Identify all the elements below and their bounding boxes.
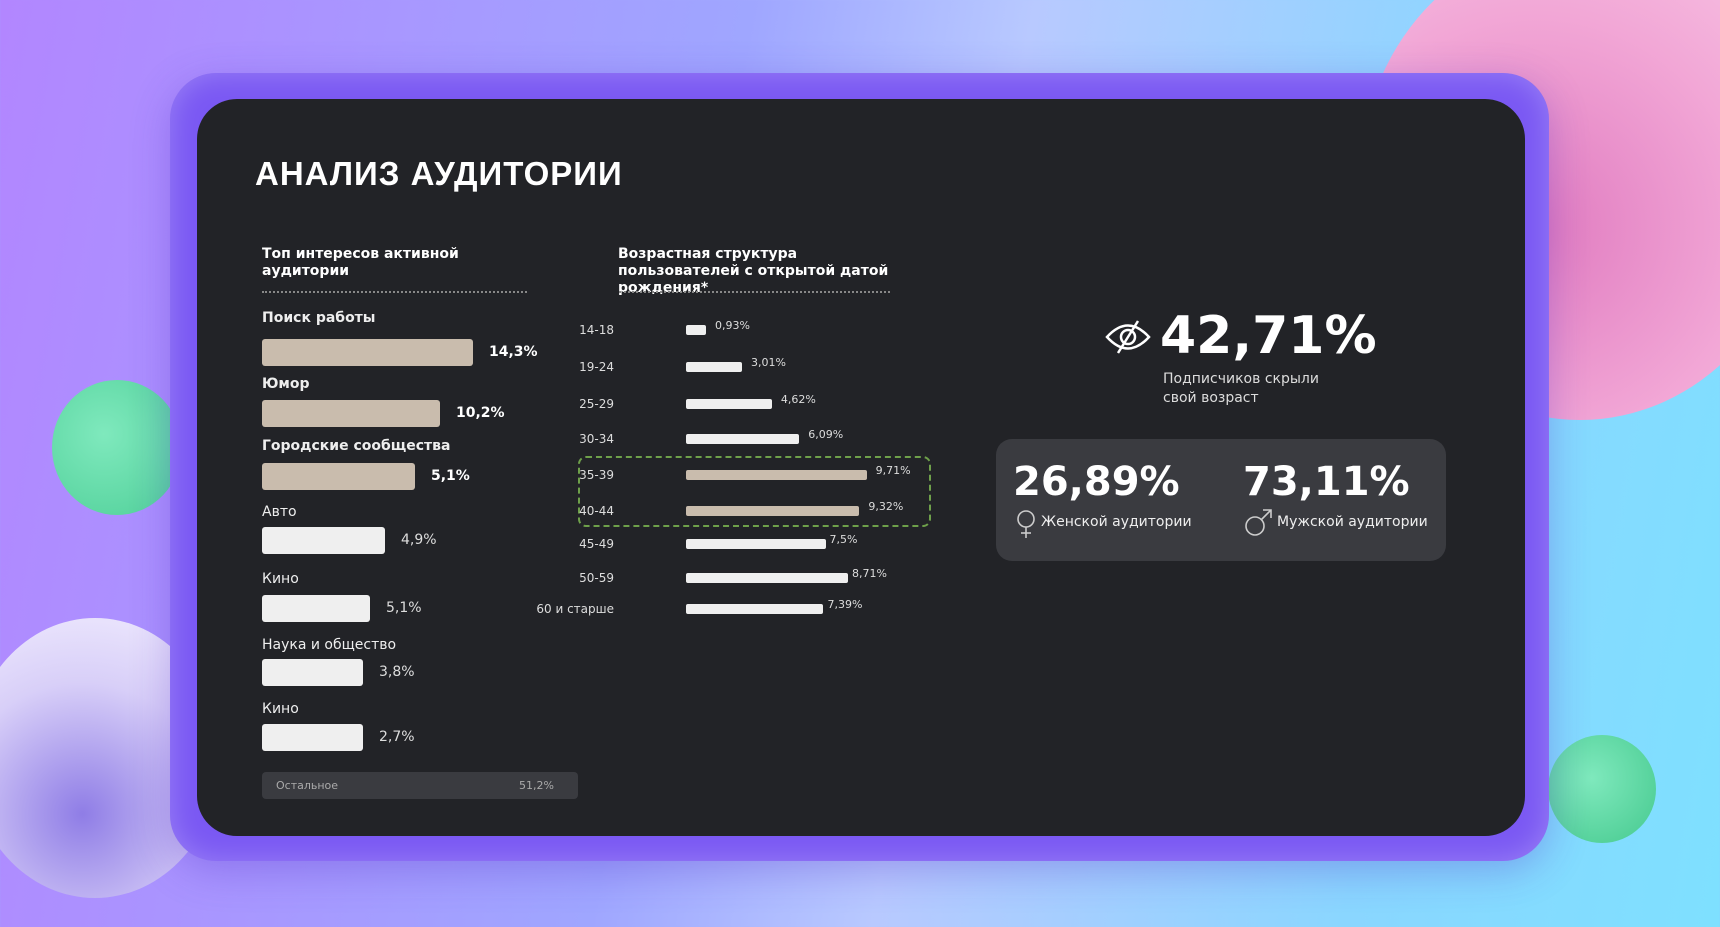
age-bar: [686, 434, 800, 444]
age-tick-label: 40-44: [579, 504, 614, 518]
age-chart-title: Возрастная структура пользователей с отк…: [618, 246, 889, 296]
interest-label: Наука и общество: [262, 637, 397, 653]
age-tick-label: 60 и старше: [536, 602, 614, 616]
interest-bar: [262, 595, 370, 622]
age-data-label: 4,62%: [780, 393, 816, 406]
age-bar: [686, 470, 867, 480]
male-value: 73,11%: [1243, 459, 1410, 505]
interest-label: Кино: [262, 701, 299, 717]
age-data-label: 0,93%: [715, 319, 750, 332]
age-tick-label: 25-29: [579, 397, 614, 411]
age-bar: [686, 506, 860, 516]
age-bar: [686, 573, 848, 583]
hidden-age-value: 42,71%: [1160, 306, 1377, 366]
interest-value: 14,3%: [489, 344, 538, 360]
age-data-label: 6,09%: [808, 428, 844, 441]
interest-value: 2,7%: [379, 729, 415, 745]
age-bar: [686, 399, 772, 409]
interests-heading: Топ интересов активной аудитории: [262, 246, 459, 279]
rest-label: Остальное: [276, 779, 339, 792]
interest-value: 5,1%: [431, 468, 470, 484]
caption-line: свой возраст: [1163, 390, 1259, 406]
female-label: Женской аудитории: [1041, 514, 1192, 530]
age-tick-label: 30-34: [579, 432, 614, 446]
age-tick-label: 35-39: [579, 468, 614, 482]
interest-bar: [262, 400, 440, 427]
interest-bar: [262, 339, 473, 366]
female-value: 26,89%: [1013, 459, 1180, 505]
male-icon: [1245, 509, 1272, 536]
age-data-label: 9,71%: [875, 464, 911, 477]
age-bar: [686, 604, 824, 614]
female-icon: [1017, 510, 1035, 538]
hidden-age-caption: Подписчиков скрыли свой возраст: [1163, 370, 1319, 408]
decor-green-sphere: [52, 380, 182, 515]
age-tick-label: 50-59: [579, 571, 614, 585]
rest-value: 51,2%: [519, 779, 554, 792]
age-data-label: 7,39%: [827, 598, 863, 611]
age-tick-label: 45-49: [579, 537, 614, 551]
interest-label: Кино: [262, 571, 299, 587]
interest-value: 4,9%: [401, 532, 437, 548]
dashboard-panel: АНАЛИЗ АУДИТОРИИ Топ интересов активной …: [197, 99, 1525, 836]
age-data-label: 7,5%: [829, 533, 858, 546]
gender-card: 26,89% Женской аудитории 73,11% Мужской …: [996, 439, 1446, 561]
interest-bar: [262, 659, 363, 686]
caption-line: Подписчиков скрыли: [1163, 371, 1319, 387]
interest-label: Городские сообщества: [262, 438, 451, 454]
eye-off-icon: [1105, 320, 1151, 354]
age-tick-label: 19-24: [579, 360, 614, 374]
age-bar: [686, 362, 742, 372]
highlight-box: [578, 456, 931, 527]
decor-green-sphere-right: [1548, 735, 1656, 843]
interest-bar: [262, 724, 363, 751]
male-label: Мужской аудитории: [1277, 514, 1428, 530]
age-bar: [686, 325, 706, 335]
interest-label: Авто: [262, 504, 297, 520]
interest-value: 3,8%: [379, 664, 415, 680]
age-data-label: 3,01%: [750, 356, 786, 369]
interest-bar: [262, 463, 415, 490]
page-title: АНАЛИЗ АУДИТОРИИ: [255, 155, 623, 192]
interest-value: 10,2%: [456, 405, 505, 421]
rest-bar: Остальное 51,2%: [262, 772, 578, 799]
age-bar: [686, 539, 826, 549]
age-tick-label: 14-18: [579, 323, 614, 337]
interest-label: Поиск работы: [262, 310, 376, 326]
divider: [619, 291, 890, 293]
interest-bar: [262, 527, 385, 554]
interest-value: 5,1%: [386, 600, 422, 616]
age-data-label: 9,32%: [868, 500, 904, 513]
interest-label: Юмор: [262, 376, 310, 392]
divider: [262, 291, 527, 293]
age-data-label: 8,71%: [852, 567, 887, 580]
